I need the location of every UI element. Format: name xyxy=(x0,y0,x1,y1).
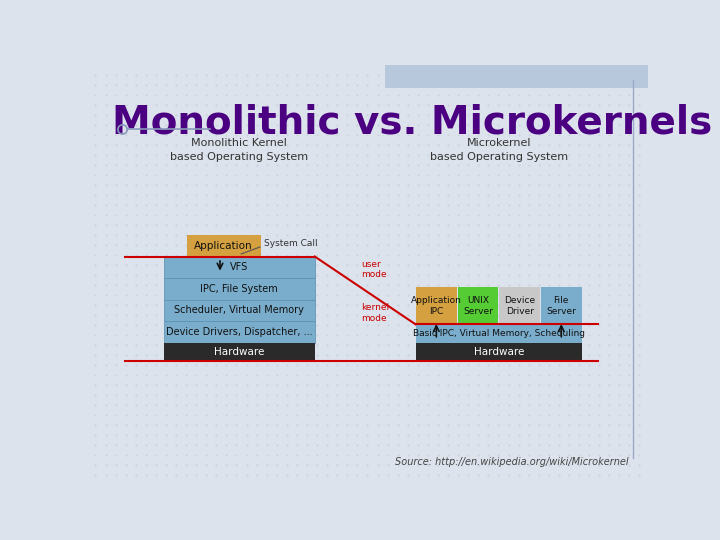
Text: Scheduler, Virtual Memory: Scheduler, Virtual Memory xyxy=(174,306,304,315)
Text: kernel
mode: kernel mode xyxy=(361,303,390,323)
Text: Device Drivers, Dispatcher, ...: Device Drivers, Dispatcher, ... xyxy=(166,327,312,337)
Text: Monolithic vs. Microkernels: Monolithic vs. Microkernels xyxy=(112,103,712,141)
Text: Basic IPC, Virtual Memory, Scheduling: Basic IPC, Virtual Memory, Scheduling xyxy=(413,329,585,338)
Text: Monolithic Kernel
based Operating System: Monolithic Kernel based Operating System xyxy=(170,138,308,162)
Text: System Call: System Call xyxy=(264,239,318,248)
Bar xyxy=(163,256,315,278)
Bar xyxy=(499,287,540,325)
Bar xyxy=(457,287,498,325)
Bar xyxy=(416,287,456,325)
Text: Hardware: Hardware xyxy=(474,347,524,357)
Bar xyxy=(163,343,315,361)
Text: Microkernel
based Operating System: Microkernel based Operating System xyxy=(430,138,568,162)
Bar xyxy=(163,278,315,300)
Text: Source: http://en.wikipedia.org/wiki/Microkernel: Source: http://en.wikipedia.org/wiki/Mic… xyxy=(395,457,629,467)
Text: Application
IPC: Application IPC xyxy=(411,296,462,316)
Bar xyxy=(384,65,648,88)
Bar xyxy=(187,235,261,256)
Text: Application: Application xyxy=(194,241,253,251)
Text: VFS: VFS xyxy=(230,262,248,272)
Text: Hardware: Hardware xyxy=(214,347,264,357)
Bar xyxy=(541,287,582,325)
Text: Device
Driver: Device Driver xyxy=(504,296,535,316)
Bar xyxy=(415,325,582,343)
Text: IPC, File System: IPC, File System xyxy=(200,284,278,294)
Text: File
Server: File Server xyxy=(546,296,576,316)
Text: UNIX
Server: UNIX Server xyxy=(463,296,493,316)
Text: user
mode: user mode xyxy=(361,260,387,279)
Bar xyxy=(163,321,315,343)
Bar xyxy=(415,343,582,361)
Bar xyxy=(163,300,315,321)
